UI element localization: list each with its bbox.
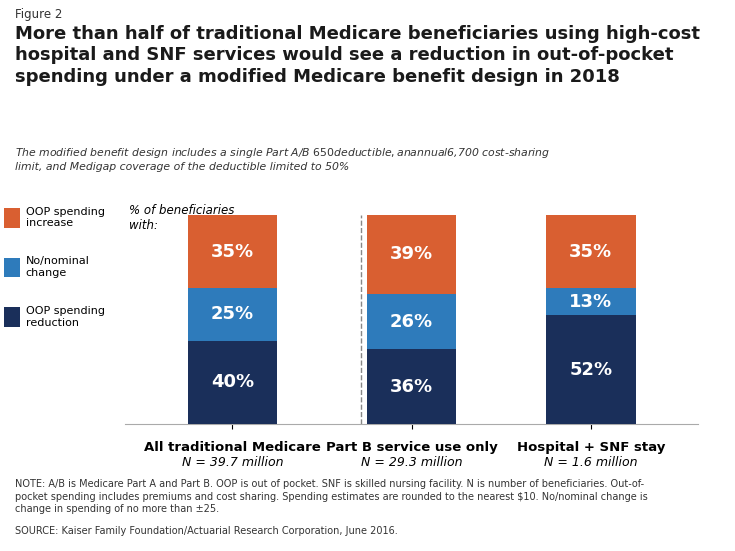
Text: 35%: 35% [211, 242, 254, 261]
Text: N = 29.3 million: N = 29.3 million [361, 456, 462, 469]
Text: Part B service use only: Part B service use only [326, 441, 498, 454]
Text: 25%: 25% [211, 305, 254, 323]
Text: Figure 2: Figure 2 [15, 8, 62, 21]
FancyBboxPatch shape [4, 307, 20, 327]
Text: 40%: 40% [211, 374, 254, 391]
Bar [187, 215, 277, 288]
Text: 35%: 35% [569, 242, 612, 261]
Bar [367, 349, 456, 424]
Text: 13%: 13% [569, 293, 612, 311]
Bar [367, 213, 456, 294]
Bar [546, 215, 636, 288]
Text: The modified benefit design includes a single Part A/B $650 deductible, an annua: The modified benefit design includes a s… [15, 146, 550, 172]
FancyBboxPatch shape [4, 208, 20, 228]
Bar [367, 294, 456, 349]
Text: 26%: 26% [390, 312, 433, 331]
Text: More than half of traditional Medicare beneficiaries using high-cost
hospital an: More than half of traditional Medicare b… [15, 25, 700, 86]
Text: OOP spending
reduction: OOP spending reduction [26, 306, 104, 328]
Text: NOTE: A/B is Medicare Part A and Part B. OOP is out of pocket. SNF is skilled nu: NOTE: A/B is Medicare Part A and Part B.… [15, 479, 648, 514]
Text: OOP spending
increase: OOP spending increase [26, 207, 104, 229]
Text: KAISER
FAMILY
FOUNDATION: KAISER FAMILY FOUNDATION [631, 503, 692, 533]
FancyBboxPatch shape [4, 258, 20, 277]
Text: 52%: 52% [569, 361, 612, 379]
Text: Hospital + SNF stay: Hospital + SNF stay [517, 441, 665, 454]
Bar [187, 341, 277, 424]
Text: % of beneficiaries
with:: % of beneficiaries with: [129, 204, 234, 233]
Text: All traditional Medicare: All traditional Medicare [144, 441, 320, 454]
Bar [187, 288, 277, 341]
Bar [546, 315, 636, 424]
Text: THE HENRY J.: THE HENRY J. [638, 504, 685, 510]
Text: 39%: 39% [390, 245, 433, 263]
Bar [546, 288, 636, 315]
Text: N = 1.6 million: N = 1.6 million [544, 456, 637, 469]
Text: 36%: 36% [390, 377, 433, 396]
Text: SOURCE: Kaiser Family Foundation/Actuarial Research Corporation, June 2016.: SOURCE: Kaiser Family Foundation/Actuari… [15, 526, 398, 536]
Text: No/nominal
change: No/nominal change [26, 256, 90, 278]
Text: N = 39.7 million: N = 39.7 million [182, 456, 283, 469]
